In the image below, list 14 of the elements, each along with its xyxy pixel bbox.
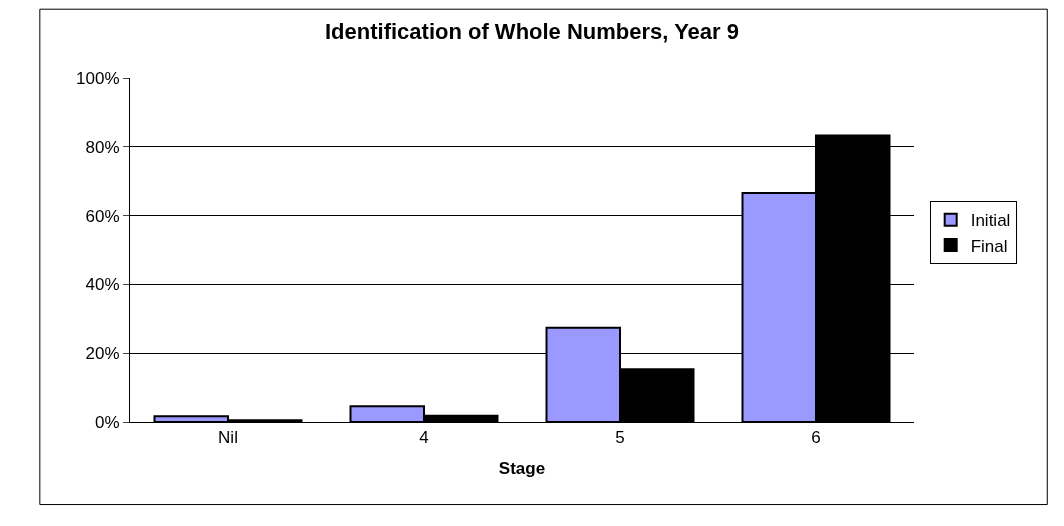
x-tick-label: 4 [419, 428, 429, 448]
x-tick-label: 5 [615, 428, 625, 448]
y-tick-label: 80% [85, 137, 120, 157]
x-tick-label: 6 [811, 428, 821, 448]
legend-label: Final [970, 236, 1008, 256]
y-tick-label: 40% [85, 275, 120, 295]
y-tick-label: 20% [85, 344, 120, 364]
chart-title: Identification of Whole Numbers, Year 9 [324, 19, 740, 45]
y-tick-label: 60% [85, 206, 120, 226]
y-tick-label: 100% [76, 68, 120, 88]
y-tick-label: 0% [95, 412, 120, 432]
x-axis-title: Stage [498, 458, 546, 478]
x-tick-label: Nil [218, 428, 238, 448]
legend-label: Initial [970, 211, 1011, 231]
